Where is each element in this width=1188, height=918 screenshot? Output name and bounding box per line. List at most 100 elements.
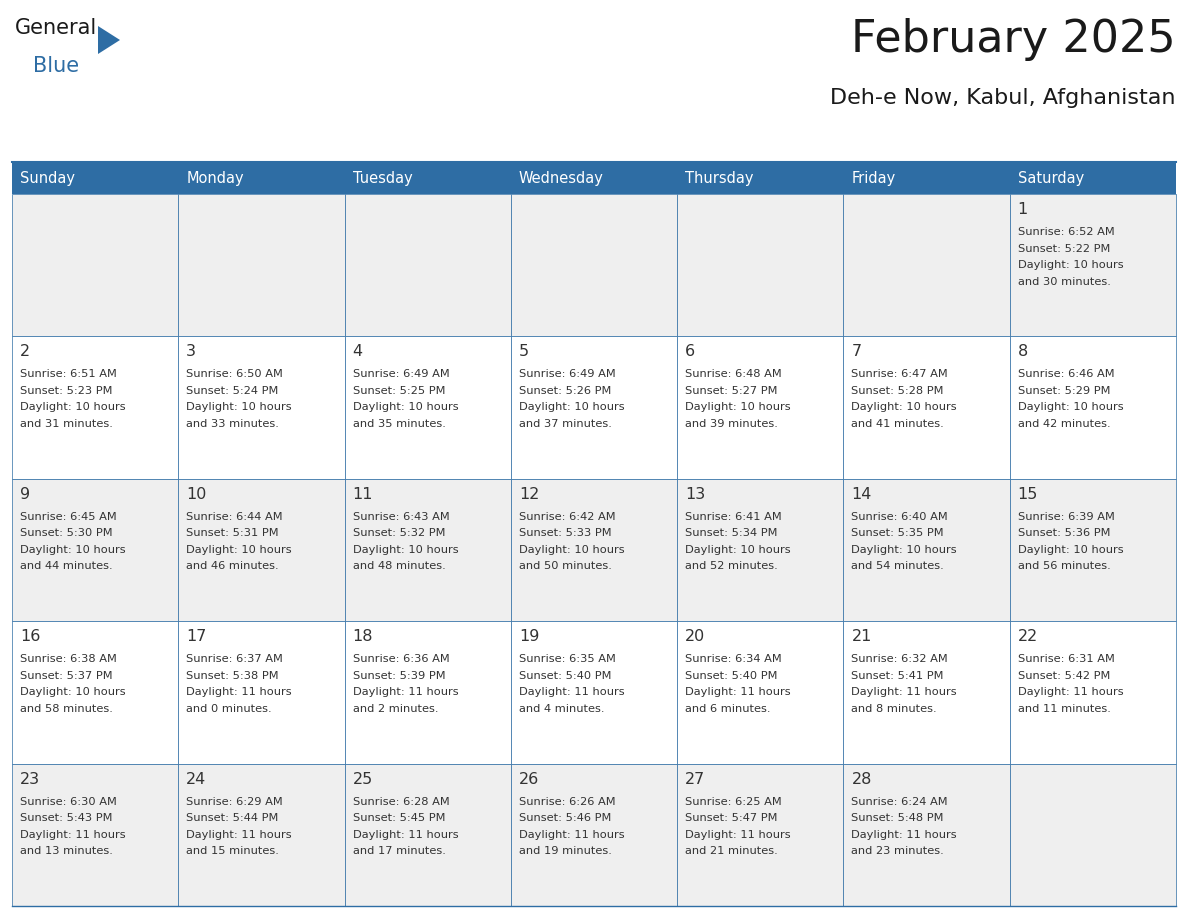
Text: 18: 18 [353, 629, 373, 644]
Text: Sunrise: 6:32 AM: Sunrise: 6:32 AM [852, 655, 948, 665]
Bar [178, 764, 345, 906]
Text: Sunrise: 6:31 AM: Sunrise: 6:31 AM [1018, 655, 1114, 665]
Text: 25: 25 [353, 772, 373, 787]
Text: Friday: Friday [852, 171, 896, 185]
Text: and 50 minutes.: and 50 minutes. [519, 561, 612, 571]
Text: and 13 minutes.: and 13 minutes. [20, 846, 113, 856]
Text: and 17 minutes.: and 17 minutes. [353, 846, 446, 856]
Text: Daylight: 11 hours: Daylight: 11 hours [519, 830, 625, 840]
Text: and 4 minutes.: and 4 minutes. [519, 704, 605, 713]
Text: 16: 16 [20, 629, 40, 644]
Text: Sunrise: 6:29 AM: Sunrise: 6:29 AM [187, 797, 283, 807]
Text: 8: 8 [1018, 344, 1028, 360]
Text: Sunrise: 6:24 AM: Sunrise: 6:24 AM [852, 797, 948, 807]
Bar [178, 162, 345, 194]
Text: and 42 minutes.: and 42 minutes. [1018, 419, 1111, 429]
Text: Daylight: 11 hours: Daylight: 11 hours [20, 830, 126, 840]
Text: Sunrise: 6:49 AM: Sunrise: 6:49 AM [519, 369, 615, 379]
Text: Sunset: 5:37 PM: Sunset: 5:37 PM [20, 671, 113, 681]
Text: and 52 minutes.: and 52 minutes. [685, 561, 778, 571]
Text: 11: 11 [353, 487, 373, 502]
Bar [843, 479, 1010, 621]
Bar [345, 764, 511, 906]
Text: Sunset: 5:25 PM: Sunset: 5:25 PM [353, 386, 446, 396]
Text: Sunrise: 6:41 AM: Sunrise: 6:41 AM [685, 512, 782, 521]
Bar [12, 621, 178, 764]
Text: Blue: Blue [33, 56, 80, 76]
Bar [843, 621, 1010, 764]
Text: Sunrise: 6:43 AM: Sunrise: 6:43 AM [353, 512, 449, 521]
Text: Sunset: 5:32 PM: Sunset: 5:32 PM [353, 528, 446, 538]
Text: Daylight: 11 hours: Daylight: 11 hours [353, 830, 459, 840]
Text: Sunrise: 6:39 AM: Sunrise: 6:39 AM [1018, 512, 1114, 521]
Text: Daylight: 10 hours: Daylight: 10 hours [20, 544, 126, 554]
Text: Sunrise: 6:45 AM: Sunrise: 6:45 AM [20, 512, 116, 521]
Text: 23: 23 [20, 772, 40, 787]
Text: Tuesday: Tuesday [353, 171, 412, 185]
Text: and 58 minutes.: and 58 minutes. [20, 704, 113, 713]
Bar [677, 162, 843, 194]
Text: Sunday: Sunday [20, 171, 75, 185]
Bar [843, 336, 1010, 479]
Text: Sunset: 5:43 PM: Sunset: 5:43 PM [20, 813, 113, 823]
Text: Sunrise: 6:40 AM: Sunrise: 6:40 AM [852, 512, 948, 521]
Text: Daylight: 10 hours: Daylight: 10 hours [353, 402, 459, 412]
Text: 9: 9 [20, 487, 30, 502]
Text: Sunrise: 6:42 AM: Sunrise: 6:42 AM [519, 512, 615, 521]
Text: Sunset: 5:40 PM: Sunset: 5:40 PM [519, 671, 612, 681]
Bar [345, 194, 511, 336]
Text: Sunrise: 6:25 AM: Sunrise: 6:25 AM [685, 797, 782, 807]
Text: and 46 minutes.: and 46 minutes. [187, 561, 279, 571]
Text: Sunset: 5:28 PM: Sunset: 5:28 PM [852, 386, 944, 396]
Text: Sunset: 5:24 PM: Sunset: 5:24 PM [187, 386, 279, 396]
Bar [345, 336, 511, 479]
Bar [843, 764, 1010, 906]
Text: Sunset: 5:29 PM: Sunset: 5:29 PM [1018, 386, 1111, 396]
Bar [677, 336, 843, 479]
Text: Sunset: 5:26 PM: Sunset: 5:26 PM [519, 386, 612, 396]
Bar [12, 162, 178, 194]
Text: Daylight: 10 hours: Daylight: 10 hours [852, 544, 958, 554]
Text: 21: 21 [852, 629, 872, 644]
Text: Sunrise: 6:52 AM: Sunrise: 6:52 AM [1018, 227, 1114, 237]
Text: and 8 minutes.: and 8 minutes. [852, 704, 937, 713]
Text: Sunset: 5:23 PM: Sunset: 5:23 PM [20, 386, 113, 396]
Text: Sunrise: 6:34 AM: Sunrise: 6:34 AM [685, 655, 782, 665]
Text: Daylight: 11 hours: Daylight: 11 hours [187, 830, 292, 840]
Text: General: General [15, 18, 97, 38]
Text: Daylight: 10 hours: Daylight: 10 hours [20, 688, 126, 697]
Text: Sunset: 5:36 PM: Sunset: 5:36 PM [1018, 528, 1111, 538]
Text: and 2 minutes.: and 2 minutes. [353, 704, 438, 713]
Bar [511, 621, 677, 764]
Text: Daylight: 10 hours: Daylight: 10 hours [852, 402, 958, 412]
Text: and 48 minutes.: and 48 minutes. [353, 561, 446, 571]
Text: 6: 6 [685, 344, 695, 360]
Text: and 30 minutes.: and 30 minutes. [1018, 276, 1111, 286]
Bar [1010, 479, 1176, 621]
Text: Deh-e Now, Kabul, Afghanistan: Deh-e Now, Kabul, Afghanistan [830, 88, 1176, 108]
Bar [12, 336, 178, 479]
Text: Daylight: 11 hours: Daylight: 11 hours [519, 688, 625, 697]
Text: 1: 1 [1018, 202, 1028, 217]
Text: Sunset: 5:35 PM: Sunset: 5:35 PM [852, 528, 944, 538]
Text: Sunrise: 6:28 AM: Sunrise: 6:28 AM [353, 797, 449, 807]
Text: Sunset: 5:42 PM: Sunset: 5:42 PM [1018, 671, 1110, 681]
Bar [843, 162, 1010, 194]
Text: Sunset: 5:45 PM: Sunset: 5:45 PM [353, 813, 446, 823]
Text: Daylight: 10 hours: Daylight: 10 hours [187, 544, 292, 554]
Text: Sunset: 5:34 PM: Sunset: 5:34 PM [685, 528, 778, 538]
Text: and 44 minutes.: and 44 minutes. [20, 561, 113, 571]
Bar [12, 479, 178, 621]
Text: 13: 13 [685, 487, 706, 502]
Text: 2: 2 [20, 344, 30, 360]
Text: Daylight: 10 hours: Daylight: 10 hours [685, 402, 791, 412]
Text: Daylight: 11 hours: Daylight: 11 hours [685, 830, 791, 840]
Text: 22: 22 [1018, 629, 1038, 644]
Text: Daylight: 11 hours: Daylight: 11 hours [685, 688, 791, 697]
Text: and 19 minutes.: and 19 minutes. [519, 846, 612, 856]
Text: Sunrise: 6:49 AM: Sunrise: 6:49 AM [353, 369, 449, 379]
Bar [677, 621, 843, 764]
Bar [12, 194, 178, 336]
Text: Sunset: 5:40 PM: Sunset: 5:40 PM [685, 671, 778, 681]
Text: Daylight: 10 hours: Daylight: 10 hours [519, 544, 625, 554]
